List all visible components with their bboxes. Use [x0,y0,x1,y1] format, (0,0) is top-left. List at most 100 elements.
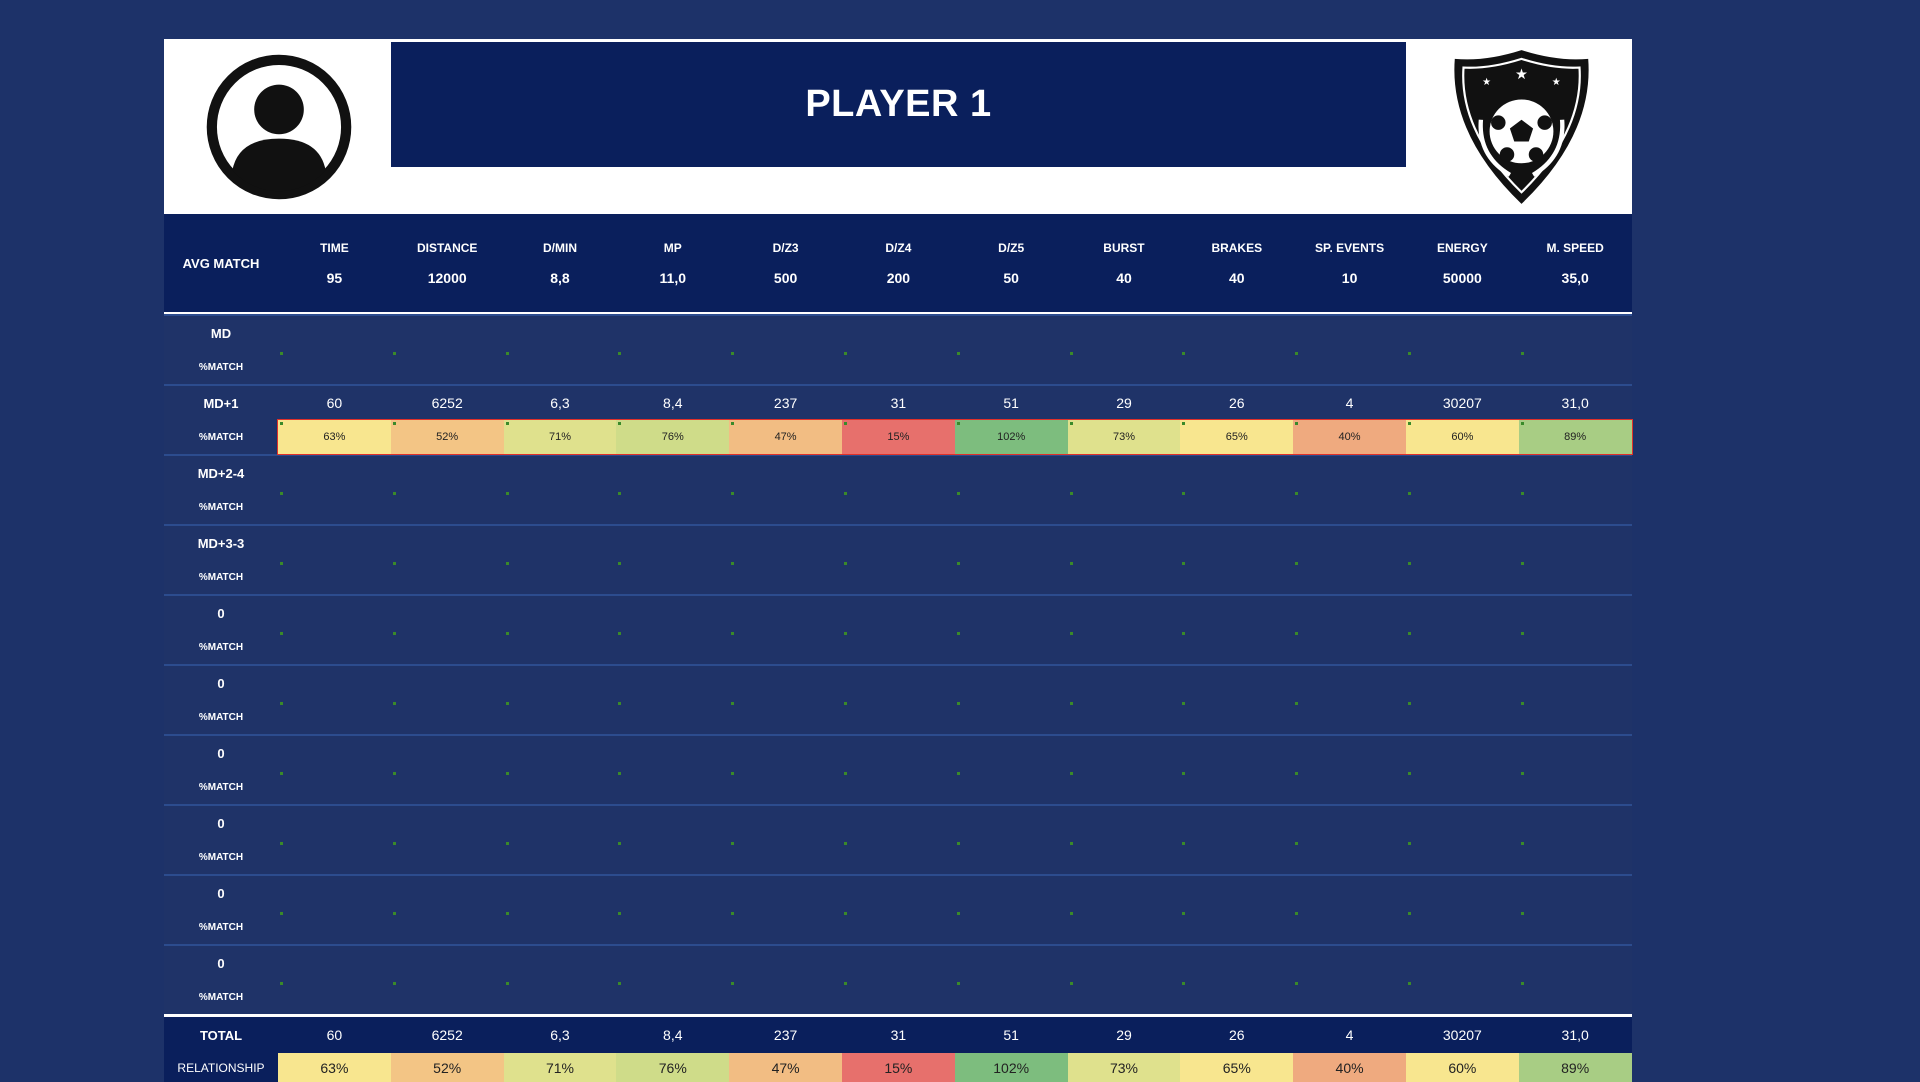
value-cell: 31,0 [1561,395,1589,411]
value-row: MD+1 60 6252 6,3 8,4 237 31 51 29 26 4 30207 31,0 [164,386,1632,420]
value-cell [729,316,842,350]
value-cell [1068,806,1181,840]
value-cell [842,456,955,490]
column-header: BRAKES [1211,241,1263,255]
relationship-cell: 52% [390,1053,504,1082]
pct-cell [1180,630,1293,664]
value-cell [1406,316,1519,350]
pct-cell [1293,840,1406,874]
value-cell: 29 [1116,395,1132,411]
column-header: ENERGY [1437,241,1488,255]
value-cell [842,946,955,980]
pct-cell [955,350,1068,384]
value-cell [391,456,504,490]
value-cell [278,736,391,770]
value-cell [616,736,729,770]
pct-cell [1180,770,1293,804]
pct-cell [278,350,391,384]
pct-cell [504,700,617,734]
pct-cell [1068,490,1181,524]
pct-label: %MATCH [198,361,244,373]
value-cell: 60 [326,395,343,411]
value-cell [1180,806,1293,840]
total-label: TOTAL [199,1027,243,1043]
pct-cell [391,560,504,594]
value-cell [278,316,391,350]
pct-cell [729,490,842,524]
pct-cell: 15% [841,420,955,454]
value-cell [391,316,504,350]
value-cell [729,876,842,910]
column-header: D/Z5 [998,241,1025,255]
pct-row: %MATCH [164,350,1632,384]
value-cell [1406,666,1519,700]
value-row: 0 [164,596,1632,630]
pct-cell: 89% [1518,420,1632,454]
row-label: 0 [217,675,225,691]
value-cell [1068,876,1181,910]
pct-row: %MATCH [164,700,1632,734]
value-cell [955,736,1068,770]
pct-cell [504,560,617,594]
value-cell [1406,806,1519,840]
pct-cell [955,700,1068,734]
value-cell [955,946,1068,980]
pct-cell [729,980,842,1014]
pct-cell [955,980,1068,1014]
pct-cell [1293,630,1406,664]
svg-text:★: ★ [1515,67,1528,83]
value-cell [729,946,842,980]
pct-cell [1180,490,1293,524]
pct-cell [842,490,955,524]
pct-cell [1406,770,1519,804]
avg-match-value: 40 [1116,270,1132,286]
value-cell [842,806,955,840]
row-group-5: 0 %MATCH [164,664,1632,734]
value-cell [616,526,729,560]
value-cell [729,806,842,840]
relationship-cell: 73% [1067,1053,1181,1082]
pct-label: %MATCH [198,991,244,1003]
pct-cell [504,980,617,1014]
pct-cell [1519,700,1632,734]
column-header: D/MIN [542,241,577,255]
pct-cell [616,630,729,664]
pct-cell [1519,490,1632,524]
value-cell [278,666,391,700]
value-row: 0 [164,736,1632,770]
value-cell [1519,806,1632,840]
row-group-3: MD+3-3 %MATCH [164,524,1632,594]
avg-match-value: 500 [773,270,798,286]
value-cell: 6,3 [550,395,570,411]
value-cell [1068,666,1181,700]
stats-table: AVG MATCH TIME DISTANCE D/MIN MP D/Z3 D/Z4 D/Z… [164,214,1633,1082]
row-group-9: 0 %MATCH [164,944,1632,1014]
pct-cell [616,490,729,524]
value-cell [1293,596,1406,630]
avg-match-value: 200 [886,270,911,286]
relationship-cell: 60% [1405,1053,1519,1082]
relationship-cell: 15% [841,1053,955,1082]
pct-cell [729,910,842,944]
pct-cell [1068,560,1181,594]
column-header: SP. EVENTS [1315,241,1385,255]
value-cell [1068,736,1181,770]
pct-row: %MATCH [164,840,1632,874]
value-cell [1519,316,1632,350]
total-cell: 6,3 [550,1027,570,1043]
relationship-cell: 89% [1518,1053,1632,1082]
value-cell [616,456,729,490]
value-cell [504,666,617,700]
value-cell: 237 [773,395,798,411]
value-row: MD+2-4 [164,456,1632,490]
value-cell [842,316,955,350]
pct-cell [955,840,1068,874]
pct-cell [391,700,504,734]
total-cell: 29 [1116,1027,1132,1043]
value-cell: 30207 [1442,395,1482,411]
value-cell [1293,316,1406,350]
pct-cell [1519,350,1632,384]
pct-label: %MATCH [198,641,244,653]
value-cell [1180,526,1293,560]
value-cell [504,946,617,980]
